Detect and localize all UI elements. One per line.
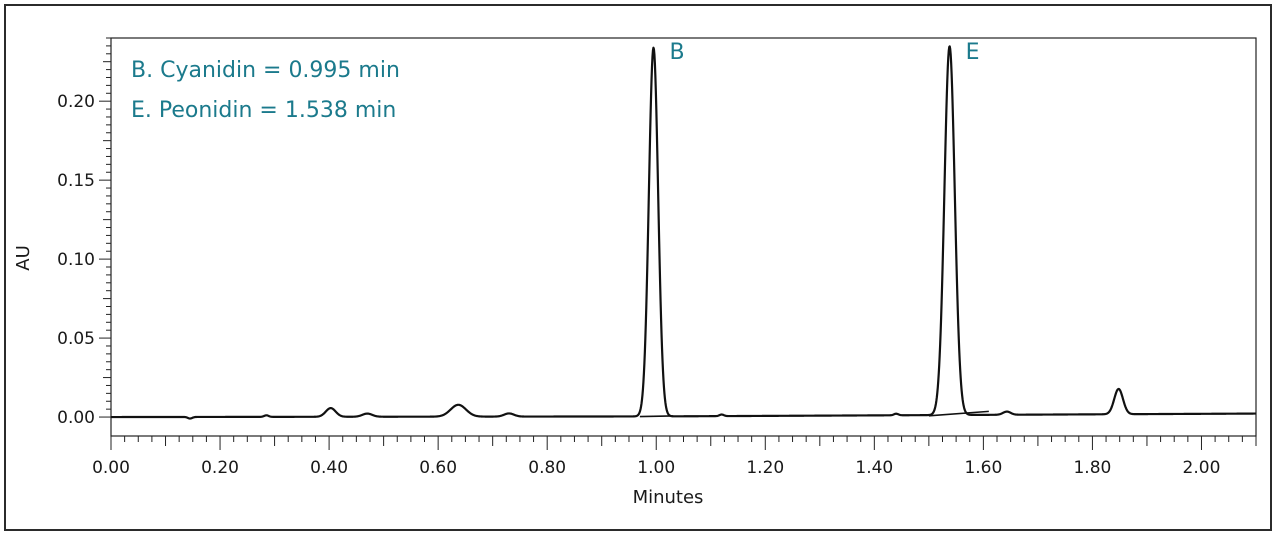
x-tick-label: 0.80	[528, 458, 566, 478]
x-tick-label: 0.20	[201, 458, 239, 478]
x-tick-label: 1.40	[855, 458, 893, 478]
x-tick-label: 0.00	[92, 458, 130, 478]
y-tick-label: 0.10	[57, 250, 95, 270]
y-tick-label: 0.15	[57, 171, 95, 191]
x-tick-label: 1.60	[964, 458, 1002, 478]
trace-layer	[110, 45, 1257, 420]
chromatogram-trace	[110, 45, 1257, 420]
y-axis-title: AU	[13, 245, 34, 271]
integration-baseline	[639, 415, 673, 418]
x-tick-label: 2.00	[1183, 458, 1221, 478]
x-axis-title: Minutes	[633, 487, 704, 508]
legend-entry-peonidin: E. Peonidin = 1.538 min	[131, 98, 396, 123]
y-tick-label: 0.00	[57, 408, 95, 428]
x-tick-label: 0.40	[310, 458, 348, 478]
peak-label-b: B	[670, 40, 685, 65]
integration-baseline	[928, 410, 989, 417]
y-tick-label: 0.05	[57, 329, 95, 349]
x-tick-label: 1.80	[1073, 458, 1111, 478]
y-tick-label: 0.20	[57, 92, 95, 112]
x-tick-label: 0.60	[419, 458, 457, 478]
legend-entry-cyanidin: B. Cyanidin = 0.995 min	[131, 58, 400, 83]
chart-frame	[4, 4, 1272, 531]
x-tick-label: 1.00	[637, 458, 675, 478]
ticks: 0.00 0.20 0.40 0.60 0.80 1.00 1.20 1.40 1.60 1.80…	[57, 37, 1257, 478]
x-tick-label: 1.20	[746, 458, 784, 478]
peak-label-e: E	[966, 40, 980, 65]
